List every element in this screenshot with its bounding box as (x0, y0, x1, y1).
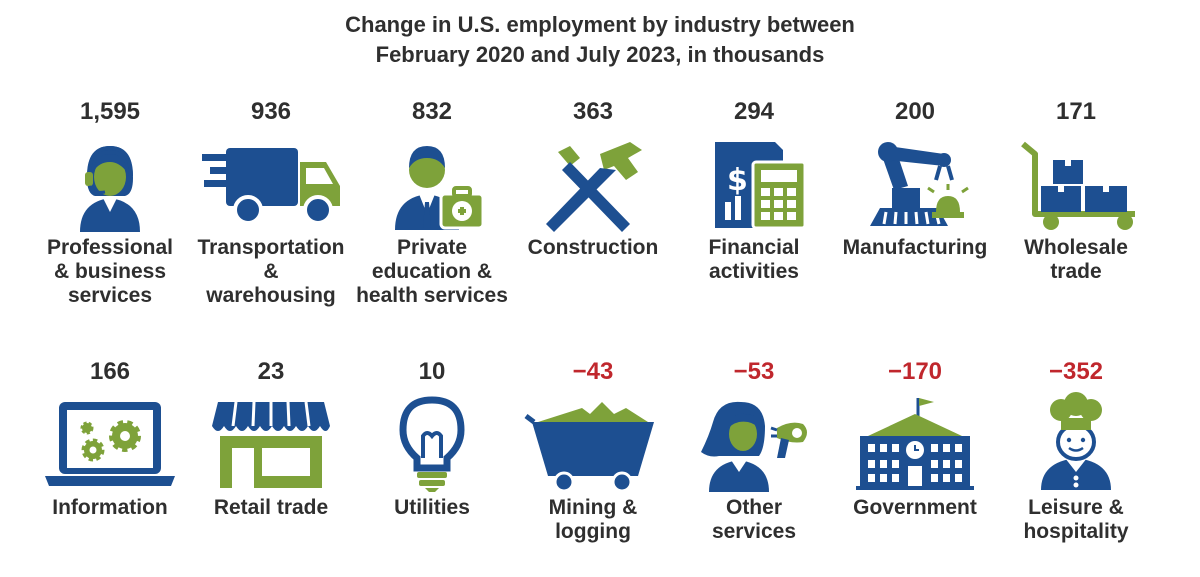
industry-value-label: 936 (250, 98, 292, 125)
industry-name-line: hospitality (1023, 520, 1129, 543)
industry-name-line: Government (853, 496, 977, 519)
industry-name-line: & business (53, 260, 167, 283)
industry-value-label: −170 (887, 358, 943, 385)
hammer-screwdriver-icon (546, 142, 642, 232)
industry-name-line: Retail trade (213, 496, 329, 519)
industry-item: 166 Information (25, 358, 195, 520)
industry-value-label: 23 (257, 358, 285, 385)
industry-name-line: Wholesale (1024, 236, 1128, 259)
mine-cart-icon (524, 402, 654, 492)
chart-title-line-2: February 2020 and July 2023, in thousand… (375, 42, 825, 67)
call-center-agent-icon (80, 145, 140, 232)
industry-name-label: Financial activities (669, 236, 839, 284)
industry-name-line: services (711, 520, 797, 543)
industry-name-label: Manufacturing (830, 236, 1000, 260)
industry-item: 363 Construction (508, 98, 678, 260)
robot-arm-icon (870, 142, 969, 226)
industry-name-line: Manufacturing (842, 236, 988, 259)
industry-name-line: Financial (708, 236, 800, 259)
industry-name-line: activities (709, 260, 799, 283)
industry-value-label: −43 (572, 358, 614, 385)
industry-name-label: Government (830, 496, 1000, 520)
industry-name-line: logging (555, 520, 631, 543)
industry-name-line: Mining & (548, 496, 638, 519)
svg-text:$: $ (727, 163, 748, 198)
industry-name-line: Utilities (394, 496, 470, 519)
industry-name-label: Retail trade (186, 496, 356, 520)
industry-name-line: Leisure & (1028, 496, 1124, 519)
hairdryer-woman-icon (701, 401, 807, 492)
chart-title: Change in U.S. employment by industry be… (0, 10, 1200, 70)
industry-item: −53 Other services (669, 358, 839, 544)
industry-item: −43 Mining & logging (508, 358, 678, 544)
industry-name-line: Transportation (197, 236, 345, 259)
hand-truck-boxes-icon (1021, 141, 1135, 230)
industry-value-label: 832 (411, 98, 453, 125)
industry-name-label: Other services (669, 496, 839, 544)
industry-value-label: 294 (733, 98, 775, 125)
industry-name-label: Wholesale trade (991, 236, 1161, 284)
industry-name-label: Leisure & hospitality (991, 496, 1161, 544)
calculator-document-icon: $ (715, 142, 807, 230)
industry-name-line: Professional (46, 236, 174, 259)
industry-name-line: Private (396, 236, 468, 259)
industry-item: 200 Manufacturing (830, 98, 1000, 260)
storefront-icon (212, 401, 330, 488)
government-building-icon (856, 398, 974, 490)
industry-item: 10 Utilities (347, 358, 517, 520)
industry-item: 1,595 Professional & business services (25, 98, 195, 308)
industry-value-label: −352 (1048, 358, 1104, 385)
industry-value-label: 10 (418, 358, 446, 385)
industry-value-label: 363 (572, 98, 614, 125)
industry-item: 832 Private education & health services (347, 98, 517, 308)
industry-item: 294 $ Financial activities (669, 98, 839, 284)
industry-name-line: trade (1050, 260, 1102, 283)
industry-name-line: Construction (527, 236, 659, 259)
industry-item: 171 Wholesale trade (991, 98, 1161, 284)
laptop-gears-icon (45, 402, 175, 486)
industry-value-label: 171 (1055, 98, 1097, 125)
delivery-truck-icon (202, 148, 340, 225)
industry-name-line: health services (356, 284, 508, 307)
industry-name-line: & (263, 260, 279, 283)
industry-name-line: warehousing (206, 284, 336, 307)
industry-name-line: education & (371, 260, 493, 283)
industry-name-label: Mining & logging (508, 496, 678, 544)
chef-icon (1041, 392, 1111, 490)
industry-item: −352 Leisure & hospitality (991, 358, 1161, 544)
industry-item: 23 Retail trade (186, 358, 356, 520)
industry-name-line: Information (52, 496, 168, 519)
industry-name-label: Transportation & warehousing (186, 236, 356, 308)
industry-item: 936 Transportation & warehousing (186, 98, 356, 308)
industry-value-label: 166 (89, 358, 131, 385)
industry-value-label: 1,595 (79, 98, 141, 125)
industry-name-line: Other (725, 496, 782, 519)
industry-name-line: services (67, 284, 153, 307)
industry-value-label: 200 (894, 98, 936, 125)
industry-value-label: −53 (733, 358, 775, 385)
industry-name-label: Private education & health services (347, 236, 517, 308)
industry-name-label: Utilities (347, 496, 517, 520)
doctor-medical-kit-icon (395, 146, 485, 230)
industry-name-label: Construction (508, 236, 678, 260)
chart-title-line-1: Change in U.S. employment by industry be… (345, 12, 855, 37)
industry-name-label: Information (25, 496, 195, 520)
industry-item: −170 Government (830, 358, 1000, 520)
industry-name-label: Professional & business services (25, 236, 195, 308)
light-bulb-icon (399, 396, 465, 492)
